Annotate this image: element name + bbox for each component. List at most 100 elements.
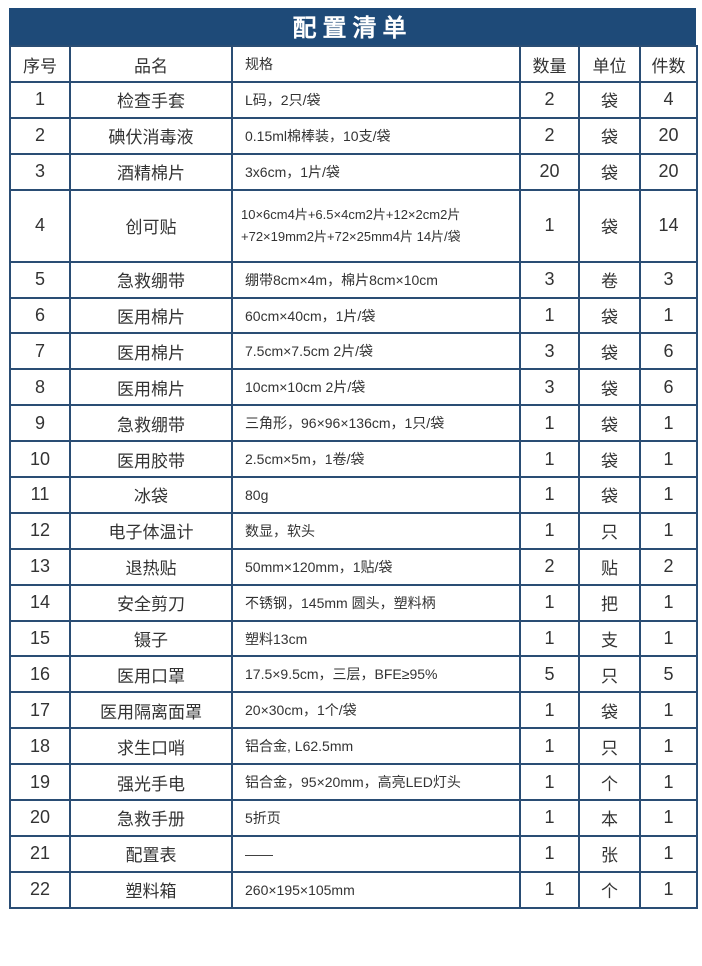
cell-spec: 三角形，96×96×136cm，1只/袋 [231, 404, 521, 443]
cell-spec: 10×6cm4片+6.5×4cm2片+12×2cm2片 +72×19mm2片+72… [231, 188, 521, 263]
cell-no: 3 [9, 152, 71, 191]
table-row: 20 急救手册 5折页 1 本 1 [9, 799, 698, 837]
cell-count: 1 [639, 476, 698, 514]
cell-name: 医用隔离面罩 [69, 691, 233, 730]
table-row: 8 医用棉片 10cm×10cm 2片/袋 3 袋 6 [9, 368, 698, 407]
cell-unit: 只 [578, 511, 641, 550]
cell-name: 镊子 [69, 619, 233, 658]
cell-qty: 1 [519, 834, 580, 873]
cell-qty: 2 [519, 81, 580, 119]
cell-count: 1 [639, 296, 698, 335]
table-row: 10 医用胶带 2.5cm×5m，1卷/袋 1 袋 1 [9, 440, 698, 479]
cell-name: 碘伏消毒液 [69, 116, 233, 155]
cell-unit: 袋 [578, 691, 641, 730]
cell-count: 6 [639, 332, 698, 371]
cell-qty: 3 [519, 332, 580, 371]
cell-qty: 3 [519, 260, 580, 299]
cell-spec: 数显，软头 [231, 511, 521, 550]
cell-spec: 塑料13cm [231, 619, 521, 658]
cell-qty: 1 [519, 440, 580, 479]
cell-qty: 2 [519, 116, 580, 155]
cell-unit: 个 [578, 870, 641, 909]
cell-no: 5 [9, 260, 71, 299]
cell-name: 医用胶带 [69, 440, 233, 479]
cell-spec: L码，2只/袋 [231, 81, 521, 119]
cell-qty: 1 [519, 691, 580, 730]
cell-unit: 袋 [578, 368, 641, 407]
cell-spec: 铝合金, L62.5mm [231, 727, 521, 766]
config-list: 配置清单 序号 品名 规格 数量 单位 件数 1 检查手套 L码，2只/袋 2 袋 4 2 碘… [9, 8, 698, 909]
cell-no: 1 [9, 81, 71, 119]
cell-qty: 1 [519, 476, 580, 514]
cell-no: 7 [9, 332, 71, 371]
cell-no: 20 [9, 799, 71, 837]
cell-name: 急救手册 [69, 799, 233, 837]
table-row: 12 电子体温计 数显，软头 1 只 1 [9, 511, 698, 550]
cell-no: 11 [9, 476, 71, 514]
cell-name: 退热贴 [69, 547, 233, 586]
cell-qty: 1 [519, 799, 580, 837]
cell-count: 1 [639, 727, 698, 766]
cell-unit: 个 [578, 763, 641, 802]
cell-unit: 贴 [578, 547, 641, 586]
cell-spec: 260×195×105mm [231, 870, 521, 909]
table-row: 5 急救绷带 绷带8cm×4m，棉片8cm×10cm 3 卷 3 [9, 260, 698, 299]
cell-name: 冰袋 [69, 476, 233, 514]
cell-name: 求生口哨 [69, 727, 233, 766]
table-row: 2 碘伏消毒液 0.15ml棉棒装，10支/袋 2 袋 20 [9, 116, 698, 155]
cell-no: 19 [9, 763, 71, 802]
cell-count: 2 [639, 547, 698, 586]
cell-name: 检查手套 [69, 81, 233, 119]
cell-unit: 袋 [578, 476, 641, 514]
cell-spec: 不锈钢，145mm 圆头，塑料柄 [231, 583, 521, 622]
cell-spec: 50mm×120mm，1贴/袋 [231, 547, 521, 586]
cell-unit: 支 [578, 619, 641, 658]
cell-no: 4 [9, 188, 71, 263]
cell-no: 12 [9, 511, 71, 550]
cell-count: 1 [639, 691, 698, 730]
cell-unit: 袋 [578, 188, 641, 263]
table-row: 17 医用隔离面罩 20×30cm，1个/袋 1 袋 1 [9, 691, 698, 730]
cell-qty: 2 [519, 547, 580, 586]
table-row: 11 冰袋 80g 1 袋 1 [9, 476, 698, 514]
cell-name: 医用棉片 [69, 296, 233, 335]
cell-spec: 60cm×40cm，1片/袋 [231, 296, 521, 335]
table-row: 19 强光手电 铝合金，95×20mm，高亮LED灯头 1 个 1 [9, 763, 698, 802]
table-row: 1 检查手套 L码，2只/袋 2 袋 4 [9, 81, 698, 119]
cell-unit: 袋 [578, 404, 641, 443]
cell-spec: 80g [231, 476, 521, 514]
cell-count: 20 [639, 116, 698, 155]
cell-unit: 本 [578, 799, 641, 837]
table-row: 18 求生口哨 铝合金, L62.5mm 1 只 1 [9, 727, 698, 766]
cell-count: 1 [639, 834, 698, 873]
header-count: 件数 [639, 45, 698, 83]
cell-name: 安全剪刀 [69, 583, 233, 622]
cell-count: 1 [639, 763, 698, 802]
table-row: 4 创可贴 10×6cm4片+6.5×4cm2片+12×2cm2片 +72×19mm2… [9, 188, 698, 263]
cell-name: 医用棉片 [69, 332, 233, 371]
cell-name: 塑料箱 [69, 870, 233, 909]
cell-spec: 2.5cm×5m，1卷/袋 [231, 440, 521, 479]
cell-unit: 张 [578, 834, 641, 873]
cell-unit: 袋 [578, 296, 641, 335]
cell-unit: 袋 [578, 81, 641, 119]
cell-unit: 袋 [578, 116, 641, 155]
cell-no: 15 [9, 619, 71, 658]
cell-no: 21 [9, 834, 71, 873]
cell-name: 医用口罩 [69, 655, 233, 694]
cell-qty: 1 [519, 870, 580, 909]
cell-spec: —— [231, 834, 521, 873]
cell-name: 电子体温计 [69, 511, 233, 550]
cell-qty: 1 [519, 763, 580, 802]
cell-unit: 袋 [578, 152, 641, 191]
cell-count: 14 [639, 188, 698, 263]
cell-qty: 3 [519, 368, 580, 407]
cell-count: 5 [639, 655, 698, 694]
cell-qty: 1 [519, 296, 580, 335]
cell-name: 急救绷带 [69, 404, 233, 443]
cell-no: 2 [9, 116, 71, 155]
cell-name: 配置表 [69, 834, 233, 873]
cell-qty: 1 [519, 583, 580, 622]
cell-spec: 10cm×10cm 2片/袋 [231, 368, 521, 407]
cell-unit: 卷 [578, 260, 641, 299]
